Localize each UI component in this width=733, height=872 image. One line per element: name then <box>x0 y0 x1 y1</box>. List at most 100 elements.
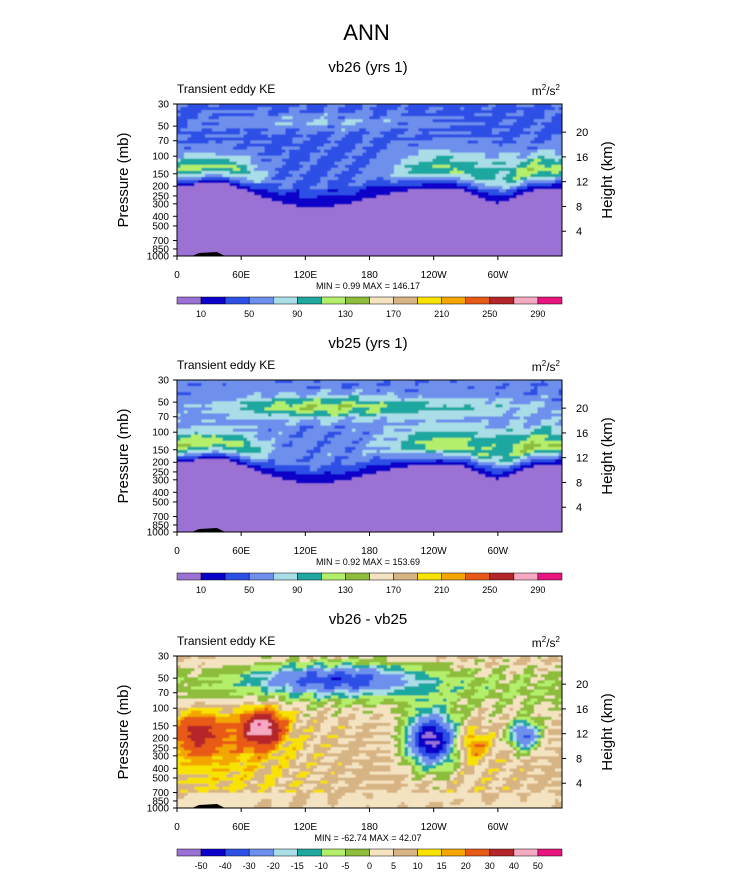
y-tick-label: 400 <box>152 764 169 775</box>
heatmap-cell <box>352 662 357 666</box>
heatmap-cell <box>394 428 413 433</box>
heatmap-cell <box>492 750 500 754</box>
heatmap-cell <box>327 656 336 660</box>
heatmap-cell <box>313 732 329 736</box>
heatmap-cell <box>537 149 556 154</box>
heatmap-cell <box>282 707 294 712</box>
heatmap-cell <box>380 149 420 154</box>
heatmap-cell <box>373 692 388 697</box>
heatmap-cell <box>415 732 420 736</box>
heatmap-cell <box>502 728 507 733</box>
heatmap-cell <box>541 738 549 742</box>
heatmap-cell <box>275 747 280 751</box>
heatmap-cell <box>404 707 416 712</box>
heatmap-cell <box>317 735 322 739</box>
heatmap-cell <box>523 677 532 681</box>
heatmap-cell <box>394 738 402 742</box>
heatmap-cell <box>324 707 332 712</box>
heatmap-cell <box>481 753 486 757</box>
heatmap-cell <box>471 668 476 672</box>
heatmap-cell <box>516 659 532 663</box>
heatmap-cell <box>177 665 182 669</box>
heatmap-cell <box>502 176 514 181</box>
heatmap-cell <box>509 665 528 669</box>
heatmap-cell <box>383 119 392 123</box>
heatmap-cell <box>299 677 332 681</box>
heatmap-cell <box>289 756 297 760</box>
heatmap-cell <box>268 719 276 724</box>
heatmap-cell <box>415 698 430 703</box>
heatmap-cell <box>250 716 273 721</box>
heatmap-cell <box>240 459 252 463</box>
heatmap-cell <box>327 674 353 678</box>
heatmap-cell <box>502 137 514 142</box>
heatmap-cell <box>338 143 357 148</box>
heatmap-cell <box>282 713 297 718</box>
heatmap-cell <box>446 741 451 745</box>
heatmap-cell <box>222 140 245 145</box>
heatmap-cell <box>362 792 374 797</box>
heatmap-cell <box>240 131 248 135</box>
heatmap-cell <box>411 768 416 773</box>
heatmap-cell <box>527 777 535 782</box>
heatmap-cell <box>530 125 546 129</box>
heatmap-cell <box>551 170 560 175</box>
heatmap-cell <box>520 795 528 800</box>
heatmap-cell <box>404 741 409 745</box>
heatmap-cell <box>530 789 542 794</box>
heatmap-cell <box>345 471 378 475</box>
heatmap-cell <box>443 804 553 808</box>
heatmap-cell <box>408 728 413 733</box>
heatmap-cell <box>478 707 490 712</box>
heatmap-cell <box>471 753 476 757</box>
heatmap-cell <box>495 392 500 396</box>
heatmap-cell <box>271 750 280 754</box>
heatmap-cell <box>180 750 192 754</box>
heatmap-cell <box>198 456 231 460</box>
heatmap-cell <box>541 425 553 430</box>
heatmap-cell <box>243 762 262 767</box>
heatmap-cell <box>499 735 504 739</box>
heatmap-cell <box>443 725 451 730</box>
heatmap-cell <box>418 716 444 721</box>
heatmap-cell <box>373 143 388 148</box>
heatmap-cell <box>198 677 245 681</box>
heatmap-cell <box>341 407 353 411</box>
heatmap-cell <box>292 722 297 727</box>
colorbar-label: 90 <box>292 309 302 319</box>
heatmap-cell <box>278 750 287 754</box>
heatmap-cell <box>541 768 556 773</box>
heatmap-cell <box>495 680 500 684</box>
heatmap-cell <box>352 161 371 166</box>
heatmap-cell <box>457 689 465 694</box>
heatmap-cell <box>548 789 562 794</box>
heatmap-cell <box>467 186 479 190</box>
heatmap-cell <box>460 768 476 773</box>
heatmap-cell <box>229 750 245 754</box>
heatmap-cell <box>453 738 458 742</box>
heatmap-cell <box>327 186 367 190</box>
heatmap-cell <box>313 744 322 748</box>
heatmap-cell <box>306 722 322 727</box>
heatmap-cell <box>310 771 332 776</box>
heatmap-cell <box>362 431 371 436</box>
heatmap-cell <box>275 122 294 126</box>
heatmap-cell <box>313 753 325 757</box>
heatmap-cell <box>324 107 339 111</box>
heatmap-cell <box>509 722 514 727</box>
heatmap-cell <box>527 783 562 788</box>
heatmap-cell <box>506 768 511 773</box>
heatmap-cell <box>285 725 290 730</box>
heatmap-cell <box>261 683 269 687</box>
heatmap-cell <box>373 792 483 797</box>
heatmap-cell <box>502 765 518 770</box>
heatmap-cell <box>506 428 514 433</box>
heatmap-cell <box>254 774 266 779</box>
heatmap-cell <box>254 192 280 196</box>
heatmap-cell <box>534 719 546 724</box>
heatmap-cell <box>212 407 241 411</box>
heatmap-cell <box>306 428 353 433</box>
panel-left-label-1: Transient eddy KE <box>177 358 275 372</box>
heatmap-cell <box>492 671 504 675</box>
y-tick-label: 500 <box>152 221 169 232</box>
